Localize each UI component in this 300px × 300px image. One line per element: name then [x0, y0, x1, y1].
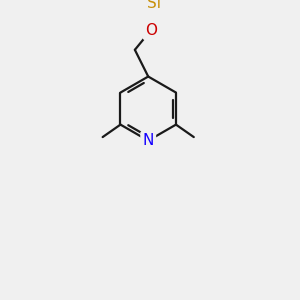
Text: N: N — [142, 133, 154, 148]
Text: O: O — [145, 23, 157, 38]
Text: Si: Si — [148, 0, 161, 11]
